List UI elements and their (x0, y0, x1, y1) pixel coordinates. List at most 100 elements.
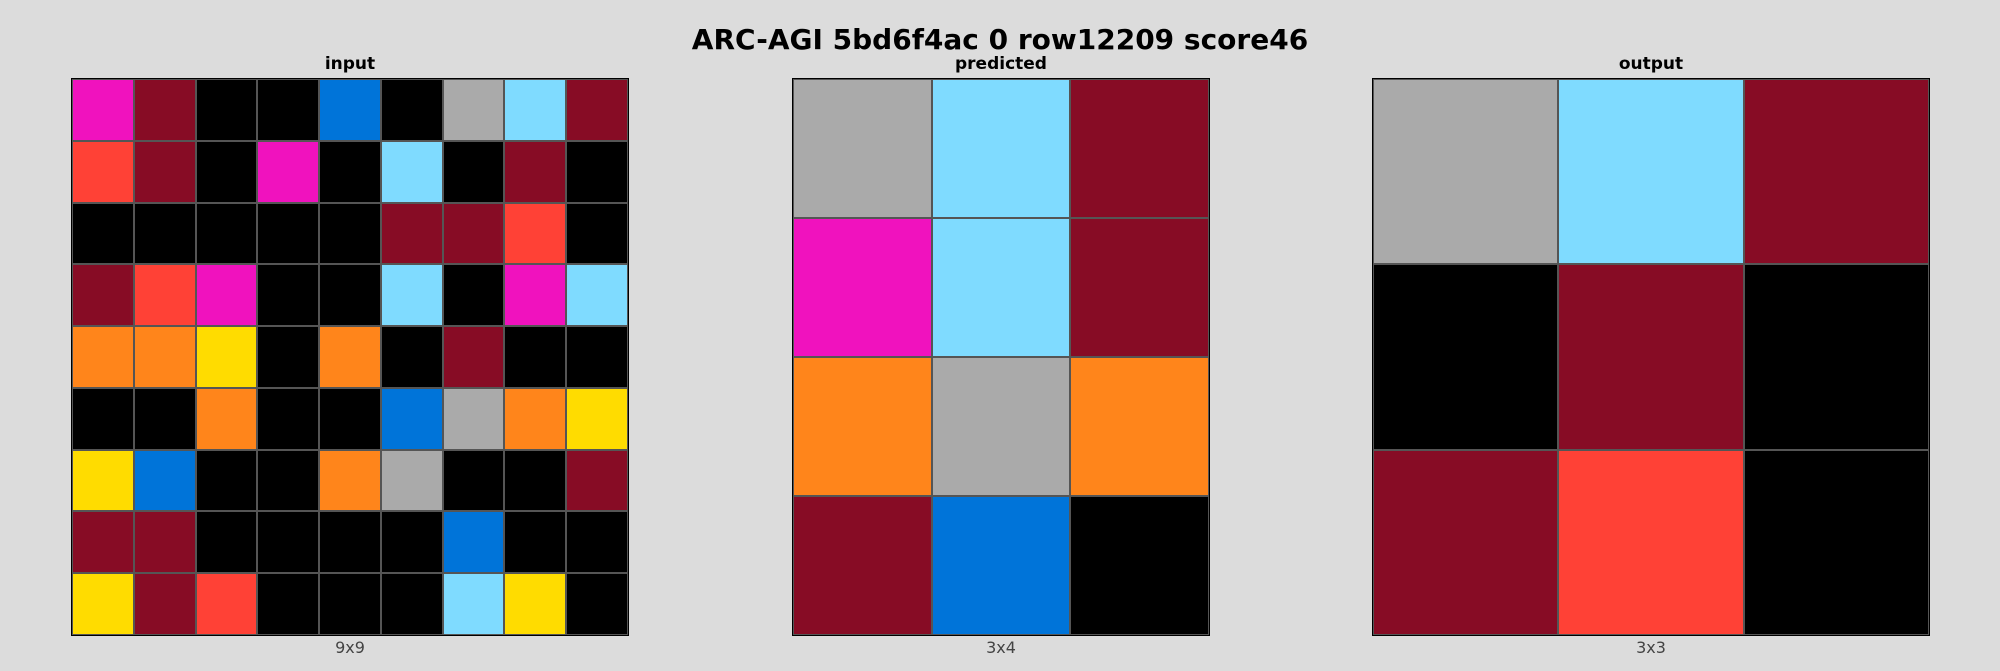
grid-cell (1558, 79, 1744, 265)
grid-cell (257, 449, 320, 512)
grid-cell (793, 496, 932, 635)
grid-cell (72, 79, 134, 141)
grid-cell (566, 140, 628, 203)
grid-cell (566, 264, 628, 327)
predicted-grid-size-label: 3x4 (986, 638, 1016, 657)
output-grid-size-label: 3x3 (1636, 638, 1666, 657)
grid-cell (1743, 264, 1929, 450)
grid-cell (566, 511, 628, 574)
grid-cell (504, 264, 567, 327)
grid-cell (133, 326, 196, 388)
grid-cell (195, 202, 258, 265)
grid-cell (72, 387, 134, 450)
grid-cell (195, 449, 258, 512)
grid-cell (1373, 264, 1559, 450)
output-grid (1372, 78, 1930, 636)
grid-cell (380, 264, 443, 327)
figure-title: ARC-AGI 5bd6f4ac 0 row12209 score46 (691, 23, 1309, 56)
grid-cell (72, 449, 134, 512)
grid-cell (793, 218, 932, 357)
grid-cell (931, 79, 1071, 218)
grid-cell (442, 202, 505, 265)
grid-cell (257, 140, 320, 203)
grid-cell (72, 573, 134, 635)
grid-cell (133, 573, 196, 635)
grid-cell (133, 79, 196, 141)
grid-cell (195, 573, 258, 635)
grid-cell (566, 79, 628, 141)
grid-cell (566, 202, 628, 265)
grid-cell (72, 264, 134, 327)
grid-cell (380, 449, 443, 512)
grid-cell (931, 496, 1071, 635)
grid-cell (257, 573, 320, 635)
grid-cell (504, 387, 567, 450)
grid-cell (319, 326, 381, 388)
input-grid (71, 78, 629, 636)
grid-cell (133, 449, 196, 512)
grid-cell (72, 140, 134, 203)
grid-cell (133, 202, 196, 265)
grid-cell (257, 326, 320, 388)
grid-cell (195, 326, 258, 388)
grid-cell (319, 511, 381, 574)
predicted-grid (792, 78, 1210, 636)
grid-cell (257, 387, 320, 450)
grid-cell (319, 79, 381, 141)
input-grid-size-label: 9x9 (335, 638, 365, 657)
grid-cell (566, 387, 628, 450)
grid-cell (380, 79, 443, 141)
grid-cell (319, 573, 381, 635)
output-panel-title: output (1618, 54, 1684, 74)
grid-cell (442, 79, 505, 141)
grid-cell (257, 264, 320, 327)
grid-cell (442, 573, 505, 635)
output-panel: output 3x3 (1372, 52, 1930, 662)
grid-cell (442, 326, 505, 388)
grid-cell (1070, 79, 1209, 218)
grid-cell (504, 511, 567, 574)
grid-cell (442, 449, 505, 512)
grid-cell (1558, 264, 1744, 450)
grid-cell (1070, 357, 1209, 496)
grid-cell (442, 264, 505, 327)
input-panel: input 9x9 (71, 52, 629, 662)
grid-cell (1558, 449, 1744, 635)
predicted-panel-title: predicted (955, 54, 1047, 74)
grid-cell (257, 79, 320, 141)
grid-cell (504, 573, 567, 635)
grid-cell (133, 511, 196, 574)
grid-cell (380, 140, 443, 203)
grid-cell (1743, 79, 1929, 265)
grid-cell (504, 202, 567, 265)
grid-cell (195, 264, 258, 327)
grid-cell (504, 140, 567, 203)
grid-cell (442, 140, 505, 203)
grid-cell (442, 511, 505, 574)
grid-cell (566, 449, 628, 512)
grid-cell (380, 202, 443, 265)
grid-cell (319, 202, 381, 265)
predicted-panel: predicted 3x4 (792, 52, 1210, 662)
grid-cell (931, 218, 1071, 357)
grid-cell (442, 387, 505, 450)
grid-cell (72, 326, 134, 388)
grid-cell (195, 79, 258, 141)
grid-cell (380, 511, 443, 574)
grid-cell (380, 573, 443, 635)
grid-cell (133, 264, 196, 327)
grid-cell (195, 387, 258, 450)
grid-cell (504, 449, 567, 512)
grid-cell (793, 79, 932, 218)
grid-cell (380, 326, 443, 388)
grid-cell (380, 387, 443, 450)
grid-cell (195, 140, 258, 203)
grid-cell (504, 79, 567, 141)
grid-cell (72, 511, 134, 574)
grid-cell (133, 140, 196, 203)
grid-cell (1070, 218, 1209, 357)
grid-cell (319, 264, 381, 327)
grid-cell (195, 511, 258, 574)
grid-cell (133, 387, 196, 450)
grid-cell (319, 449, 381, 512)
